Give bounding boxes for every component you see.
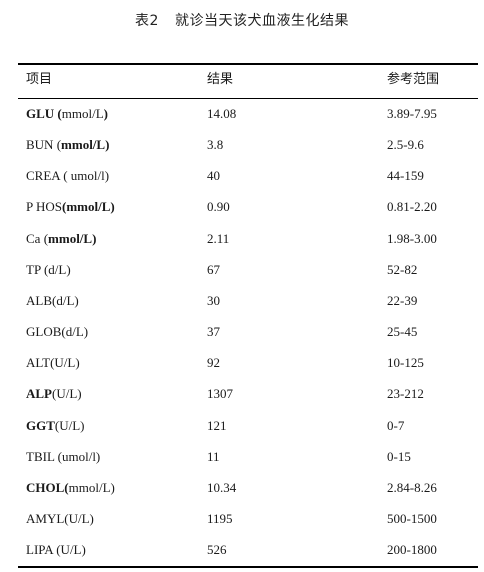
reference-range: 25-45 (387, 324, 418, 340)
item-name-text: (U/L) (54, 417, 85, 433)
item-name-bold: GGT (26, 417, 55, 433)
result-value: 1195 (207, 510, 233, 526)
item-name-bold: ALP (26, 386, 52, 402)
table-row: AMYL(U/L) 1195 500-1500 (26, 509, 478, 529)
header-item: 项目 (26, 72, 53, 87)
table-caption: 就诊当天该犬血液生化结果 (174, 13, 349, 29)
item-name-text: LIPA (U/L) (26, 542, 86, 558)
bottom-rule (18, 566, 478, 568)
table-row: TBIL (umol/l) 11 0-15 (26, 447, 478, 467)
item-name-bold-tail: (mmol/L) (62, 199, 115, 215)
table-title: 表2 就诊当天该犬血液生化结果 (0, 10, 484, 30)
table-row: CREA ( umol/l) 40 44-159 (26, 166, 478, 186)
item-name: Ca (mmol/L) (26, 229, 96, 249)
reference-range: 0-15 (387, 448, 411, 464)
result-value: 3.8 (207, 137, 224, 153)
reference-range: 23-212 (387, 386, 424, 402)
item-name: TBIL (umol/l) (26, 447, 100, 467)
item-name-text: mmol/L (61, 106, 104, 121)
item-name-bold: GLU ( (26, 106, 62, 121)
header-rule (18, 98, 478, 99)
table-row: TP (d/L) 67 52-82 (26, 260, 478, 280)
reference-range: 0-7 (387, 417, 405, 433)
header-result: 结果 (207, 72, 234, 87)
result-value: 40 (207, 168, 220, 184)
item-name-text: CREA ( umol/l) (26, 168, 110, 184)
item-name: LIPA (U/L) (26, 540, 86, 560)
item-name-bold: CHOL( (26, 479, 69, 495)
reference-range: 10-125 (387, 355, 424, 371)
item-name-text: ALT(U/L) (26, 355, 80, 371)
reference-range: 200-1800 (387, 542, 437, 558)
item-name-text: BUN ( (26, 137, 62, 153)
reference-range: 3.89-7.95 (387, 106, 437, 121)
table-row: LIPA (U/L) 526 200-1800 (26, 540, 478, 560)
result-value: 37 (207, 324, 220, 340)
reference-range: 22-39 (387, 292, 418, 308)
item-name-text: Ca ( (26, 230, 49, 246)
item-name-text: mmol/L) (68, 479, 115, 495)
item-name-text: AMYL(U/L) (26, 510, 94, 526)
result-value: 526 (207, 542, 227, 558)
result-value: 0.90 (207, 199, 230, 215)
table-number: 表2 (135, 13, 159, 29)
result-value: 67 (207, 261, 220, 277)
reference-range: 44-159 (387, 168, 424, 184)
item-name: GLOB(d/L) (26, 322, 88, 342)
table-row: GGT(U/L) 121 0-7 (26, 416, 478, 436)
result-value: 14.08 (207, 106, 237, 121)
header-range: 参考范围 (387, 72, 440, 87)
table-row: CHOL(mmol/L) 10.34 2.84-8.26 (26, 478, 478, 498)
table-row: ALT(U/L) 92 10-125 (26, 353, 478, 373)
item-name-bold-tail: mmol/L) (48, 230, 97, 246)
item-name: P HOS(mmol/L) (26, 197, 115, 217)
item-name-tail: ) (103, 106, 108, 121)
item-name: TP (d/L) (26, 260, 71, 280)
item-name-text: GLOB(d/L) (26, 324, 89, 340)
reference-range: 2.5-9.6 (387, 137, 424, 153)
table-row: GLOB(d/L) 37 25-45 (26, 322, 478, 342)
table-row: ALP(U/L) 1307 23-212 (26, 384, 478, 404)
item-name: BUN (mmol/L) (26, 135, 109, 155)
item-name: ALB(d/L) (26, 291, 79, 311)
item-name-text: P HOS (26, 199, 63, 215)
table-row: ALB(d/L) 30 22-39 (26, 291, 478, 311)
item-name: CHOL(mmol/L) (26, 478, 115, 498)
reference-range: 52-82 (387, 261, 418, 277)
table-row: BUN (mmol/L) 3.8 2.5-9.6 (26, 135, 478, 155)
item-name: GGT(U/L) (26, 416, 85, 436)
table-row: Ca (mmol/L) 2.11 1.98-3.00 (26, 229, 478, 249)
item-name-text: ALB(d/L) (26, 292, 79, 308)
table-row: P HOS(mmol/L) 0.90 0.81-2.20 (26, 197, 478, 217)
item-name-text: (U/L) (52, 386, 82, 402)
item-name-text: TP (d/L) (26, 261, 71, 277)
result-value: 1307 (207, 386, 233, 402)
item-name: AMYL(U/L) (26, 509, 94, 529)
reference-range: 0.81-2.20 (387, 199, 437, 215)
result-value: 10.34 (207, 479, 237, 495)
reference-range: 500-1500 (387, 510, 437, 526)
result-value: 92 (207, 355, 220, 371)
result-value: 121 (207, 417, 227, 433)
result-value: 2.11 (207, 230, 230, 246)
item-name-text: TBIL (umol/l) (26, 448, 101, 464)
reference-range: 2.84-8.26 (387, 479, 437, 495)
result-value: 30 (207, 292, 220, 308)
item-name: CREA ( umol/l) (26, 166, 109, 186)
result-value: 11 (207, 448, 220, 464)
item-name-bold-tail: mmol/L) (61, 137, 110, 153)
item-name: GLU (mmol/L) (26, 104, 108, 124)
item-name: ALP(U/L) (26, 384, 82, 404)
reference-range: 1.98-3.00 (387, 230, 437, 246)
table-row: GLU (mmol/L) 14.08 3.89-7.95 (26, 104, 478, 124)
table-header: 项目 结果 参考范围 (26, 70, 478, 90)
item-name: ALT(U/L) (26, 353, 80, 373)
top-rule (18, 63, 478, 65)
